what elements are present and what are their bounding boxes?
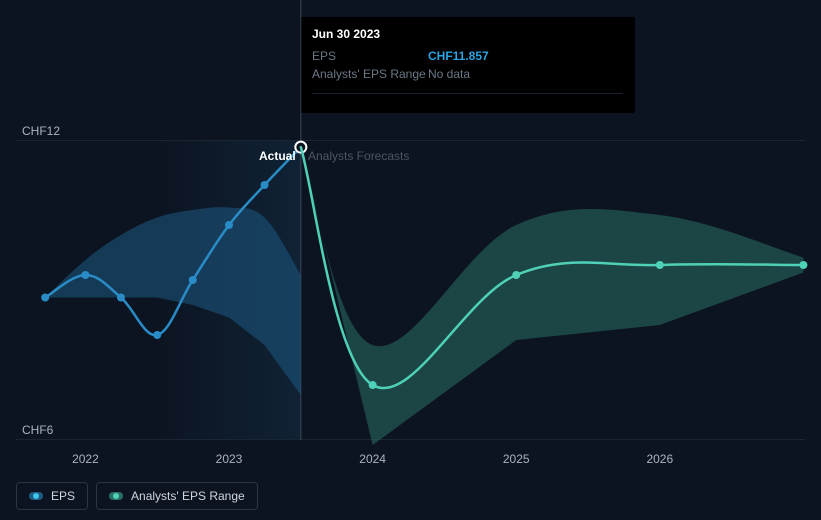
chart-svg xyxy=(16,140,805,440)
actual-label: Actual xyxy=(259,149,296,163)
tooltip-row-value: CHF11.857 xyxy=(428,47,489,65)
eps-chart: Jun 30 2023 EPS CHF11.857 Analysts' EPS … xyxy=(0,0,821,520)
x-tick: 2026 xyxy=(646,452,673,466)
y-axis-label-top: CHF12 xyxy=(22,124,60,138)
tooltip-row-label: EPS xyxy=(312,47,428,65)
legend-swatch xyxy=(29,492,43,500)
plot-area[interactable]: Actual Analysts Forecasts xyxy=(16,140,805,440)
x-tick: 2025 xyxy=(503,452,530,466)
x-tick: 2023 xyxy=(216,452,243,466)
x-tick: 2024 xyxy=(359,452,386,466)
tooltip-row-label: Analysts' EPS Range xyxy=(312,65,428,83)
x-tick: 2022 xyxy=(72,452,99,466)
tooltip-row-range: Analysts' EPS Range No data xyxy=(312,65,623,83)
x-axis: 2022 2023 2024 2025 2026 xyxy=(16,440,805,470)
legend-swatch xyxy=(109,492,123,500)
legend-item-eps[interactable]: EPS xyxy=(16,482,88,510)
tooltip-row-value: No data xyxy=(428,65,470,83)
tooltip-divider xyxy=(312,93,623,94)
forecast-label: Analysts Forecasts xyxy=(308,149,409,163)
legend: EPS Analysts' EPS Range xyxy=(16,482,258,510)
chart-tooltip: Jun 30 2023 EPS CHF11.857 Analysts' EPS … xyxy=(300,17,635,113)
tooltip-row-eps: EPS CHF11.857 xyxy=(312,47,623,65)
legend-label: Analysts' EPS Range xyxy=(131,489,245,503)
tooltip-date: Jun 30 2023 xyxy=(312,27,623,41)
legend-label: EPS xyxy=(51,489,75,503)
legend-item-range[interactable]: Analysts' EPS Range xyxy=(96,482,258,510)
